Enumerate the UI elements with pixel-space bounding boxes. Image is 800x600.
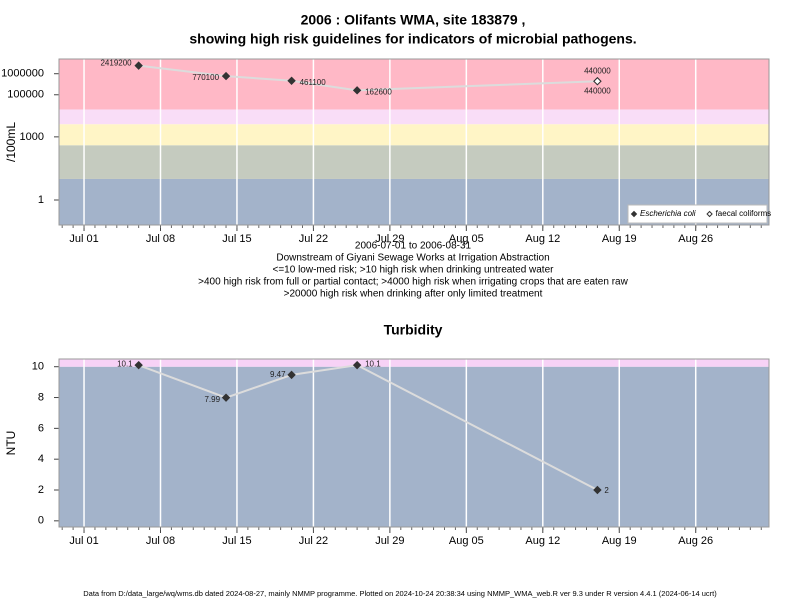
x-tick-label: Aug 26 <box>678 535 713 547</box>
data-point <box>134 360 143 370</box>
y-tick-label: 0 <box>38 515 44 527</box>
footer: Data from D:/data_large/wq/wms.db dated … <box>83 589 717 598</box>
y-tick-label: 1 <box>38 194 44 206</box>
note: <=10 low-med risk; >10 high risk when dr… <box>273 265 555 276</box>
chart-title: 2006 : Olifants WMA, site 183879 , <box>301 12 526 28</box>
data-point <box>593 485 602 495</box>
x-tick-label: Jul 22 <box>299 535 328 547</box>
data-label: 770100 <box>192 73 219 82</box>
legend-label: faecal coliforms <box>716 209 772 218</box>
x-tick-label: Jul 08 <box>146 233 175 245</box>
x-tick-label: Aug 05 <box>449 233 484 245</box>
x-tick-label: Aug 19 <box>602 233 637 245</box>
x-tick-label: Aug 12 <box>525 535 560 547</box>
data-label: 10.1 <box>365 359 381 368</box>
data-label: 2 <box>604 486 609 495</box>
data-point <box>352 86 362 95</box>
data-point <box>287 76 296 85</box>
legend-label: Escherichia coli <box>640 209 696 218</box>
risk-band <box>59 124 769 146</box>
y-tick-label: 1000 <box>20 131 44 143</box>
chart-title: showing high risk guidelines for indicat… <box>189 31 636 47</box>
note: 2006-07-01 to 2006-08-31 <box>355 241 472 252</box>
data-point <box>134 61 143 70</box>
data-label: 440000 <box>584 66 611 75</box>
legend-marker <box>630 210 638 218</box>
plot-frame <box>58 58 770 226</box>
y-axis-label: NTU <box>4 431 18 456</box>
plot-frame <box>58 358 770 528</box>
y-axis-label: /100mL <box>4 122 18 162</box>
note: >20000 high risk when drinking after onl… <box>284 289 543 300</box>
x-tick-label: Jul 29 <box>375 233 404 245</box>
risk-band <box>59 59 769 110</box>
y-tick-label: 8 <box>38 391 44 403</box>
data-label: 9.47 <box>270 370 286 379</box>
data-label: 10.1 <box>117 359 133 368</box>
risk-band <box>59 109 769 125</box>
data-point <box>352 360 362 370</box>
x-tick-label: Jul 08 <box>146 535 175 547</box>
data-point <box>221 71 231 81</box>
data-point <box>593 77 602 86</box>
x-tick-label: Jul 15 <box>222 535 251 547</box>
y-tick-label: 10 <box>32 361 44 373</box>
note: Downstream of Giyani Sewage Works at Irr… <box>276 253 549 264</box>
x-tick-label: Aug 12 <box>525 233 560 245</box>
data-point <box>287 370 296 380</box>
y-tick-label: 4 <box>38 453 44 465</box>
x-tick-label: Aug 26 <box>678 233 713 245</box>
chart-title: Turbidity <box>384 322 443 338</box>
note: >400 high risk from full or partial cont… <box>198 277 628 288</box>
x-tick-label: Aug 05 <box>449 535 484 547</box>
y-tick-label: 6 <box>38 422 44 434</box>
data-label: 162600 <box>365 87 392 96</box>
legend-box <box>627 204 768 224</box>
x-tick-label: Jul 01 <box>69 535 98 547</box>
data-label: 7.99 <box>204 395 220 404</box>
y-tick-label: 2 <box>38 484 44 496</box>
data-label: 461100 <box>300 78 327 87</box>
x-tick-label: Jul 15 <box>222 233 251 245</box>
data-point <box>221 393 231 402</box>
x-tick-label: Jul 22 <box>299 233 328 245</box>
legend-marker <box>706 210 713 218</box>
risk-band <box>59 145 769 179</box>
risk-band <box>59 366 769 527</box>
x-tick-label: Jul 01 <box>69 233 98 245</box>
x-tick-label: Jul 29 <box>375 535 404 547</box>
data-label: 2419200 <box>100 59 132 68</box>
x-tick-label: Aug 19 <box>602 535 637 547</box>
y-tick-label: 1000000 <box>1 68 44 80</box>
data-label: 440000 <box>584 86 611 95</box>
y-tick-label: 100000 <box>7 89 44 101</box>
risk-band <box>59 359 769 367</box>
